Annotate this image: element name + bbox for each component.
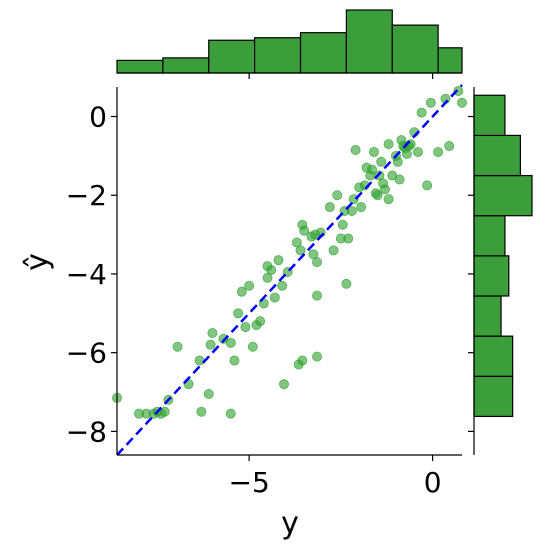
scatter-point-14 <box>207 327 218 338</box>
y-hist-bar-5 <box>473 174 533 217</box>
scatter-point-11 <box>203 388 214 399</box>
x-hist-bar-6 <box>391 24 439 74</box>
scatter-point-87 <box>422 180 433 191</box>
scatter-point-93 <box>456 97 467 108</box>
x-hist-bar-3 <box>254 37 302 74</box>
y-hist-bar-0 <box>473 375 514 418</box>
scatter-point-64 <box>367 164 378 175</box>
y-hist-bar-4 <box>473 215 506 257</box>
scatter-point-22 <box>244 280 255 291</box>
x-marginal-histogram <box>116 9 463 74</box>
scatter-points <box>112 85 467 419</box>
scatter-point-19 <box>233 308 244 319</box>
y-hist-bar-6 <box>473 134 522 177</box>
x-hist-bar-1 <box>162 57 210 74</box>
scatter-point-44 <box>312 351 323 362</box>
scatter-point-50 <box>332 190 343 201</box>
y-axis-ticks: 0 −2 −4 −6 −8 <box>66 101 474 448</box>
scatter-point-21 <box>240 322 251 333</box>
scatter-point-73 <box>383 139 394 150</box>
scatter-point-60 <box>356 202 367 213</box>
scatter-point-33 <box>278 379 289 390</box>
y-hist-bar-1 <box>473 335 514 377</box>
scatter-point-40 <box>299 225 310 236</box>
axes-spines <box>116 87 462 456</box>
x-tick-label-1: 0 <box>424 466 442 499</box>
y-tick-label-1: −2 <box>66 179 107 212</box>
scatter-point-56 <box>346 205 357 216</box>
scatter-point-17 <box>225 408 236 419</box>
scatter-point-86 <box>416 107 427 118</box>
y-marginal-histogram <box>473 87 533 455</box>
scatter-plot-area: −5 0 0 −2 −4 −6 −8 <box>66 73 474 499</box>
x-hist-bar-5 <box>345 9 393 74</box>
scatter-point-91 <box>444 141 455 152</box>
x-hist-bar-0 <box>116 59 164 74</box>
y-tick-label-0: 0 <box>89 101 107 134</box>
x-hist-bar-7 <box>437 47 463 74</box>
y-tick-label-4: −8 <box>66 415 107 448</box>
scatter-point-8 <box>172 341 183 352</box>
scatter-point-6 <box>159 406 170 417</box>
scatter-point-45 <box>312 290 323 301</box>
scatter-point-46 <box>312 257 323 268</box>
scatter-point-12 <box>194 355 205 366</box>
scatter-point-54 <box>341 278 352 289</box>
scatter-point-89 <box>433 146 444 157</box>
identity-reference-line <box>116 84 463 456</box>
scatter-point-23 <box>247 341 258 352</box>
y-tick-label-3: −6 <box>66 337 107 370</box>
y-hist-bar-7 <box>473 94 506 137</box>
y-tick-label-2: −4 <box>66 258 107 291</box>
x-axis-label: y <box>281 506 299 541</box>
scatter-point-72 <box>383 194 394 205</box>
y-hist-bar-2 <box>473 295 502 337</box>
scatter-point-52 <box>337 219 348 230</box>
scatter-point-71 <box>379 184 390 195</box>
scatter-point-31 <box>273 255 284 266</box>
x-hist-bar-2 <box>208 39 256 74</box>
scatter-point-58 <box>350 144 361 155</box>
scatter-point-48 <box>324 202 335 213</box>
scatter-point-13 <box>205 339 216 350</box>
scatter-point-88 <box>425 97 436 108</box>
scatter-point-30 <box>269 292 280 303</box>
scatter-point-37 <box>295 245 306 256</box>
scatter-point-69 <box>376 156 387 167</box>
scatter-point-65 <box>368 146 379 157</box>
scatter-point-77 <box>394 174 405 185</box>
scatter-point-85 <box>412 146 423 157</box>
scatter-point-32 <box>277 280 288 291</box>
scatter-point-67 <box>372 190 383 201</box>
scatter-point-18 <box>229 355 240 366</box>
x-tick-label-0: −5 <box>228 466 269 499</box>
scatter-point-29 <box>266 265 277 276</box>
scatter-point-55 <box>343 233 354 244</box>
scatter-point-38 <box>297 355 308 366</box>
x-axis-ticks: −5 0 <box>228 73 442 499</box>
scatter-point-49 <box>328 245 339 256</box>
y-axis-label: ŷ <box>20 253 55 271</box>
scatter-point-20 <box>236 286 247 297</box>
scatter-point-25 <box>255 316 266 327</box>
scatter-point-10 <box>196 406 207 417</box>
x-hist-bar-4 <box>299 32 347 74</box>
y-hist-bar-3 <box>473 255 510 297</box>
scatter-point-16 <box>225 337 236 348</box>
scatter-point-76 <box>392 156 403 167</box>
